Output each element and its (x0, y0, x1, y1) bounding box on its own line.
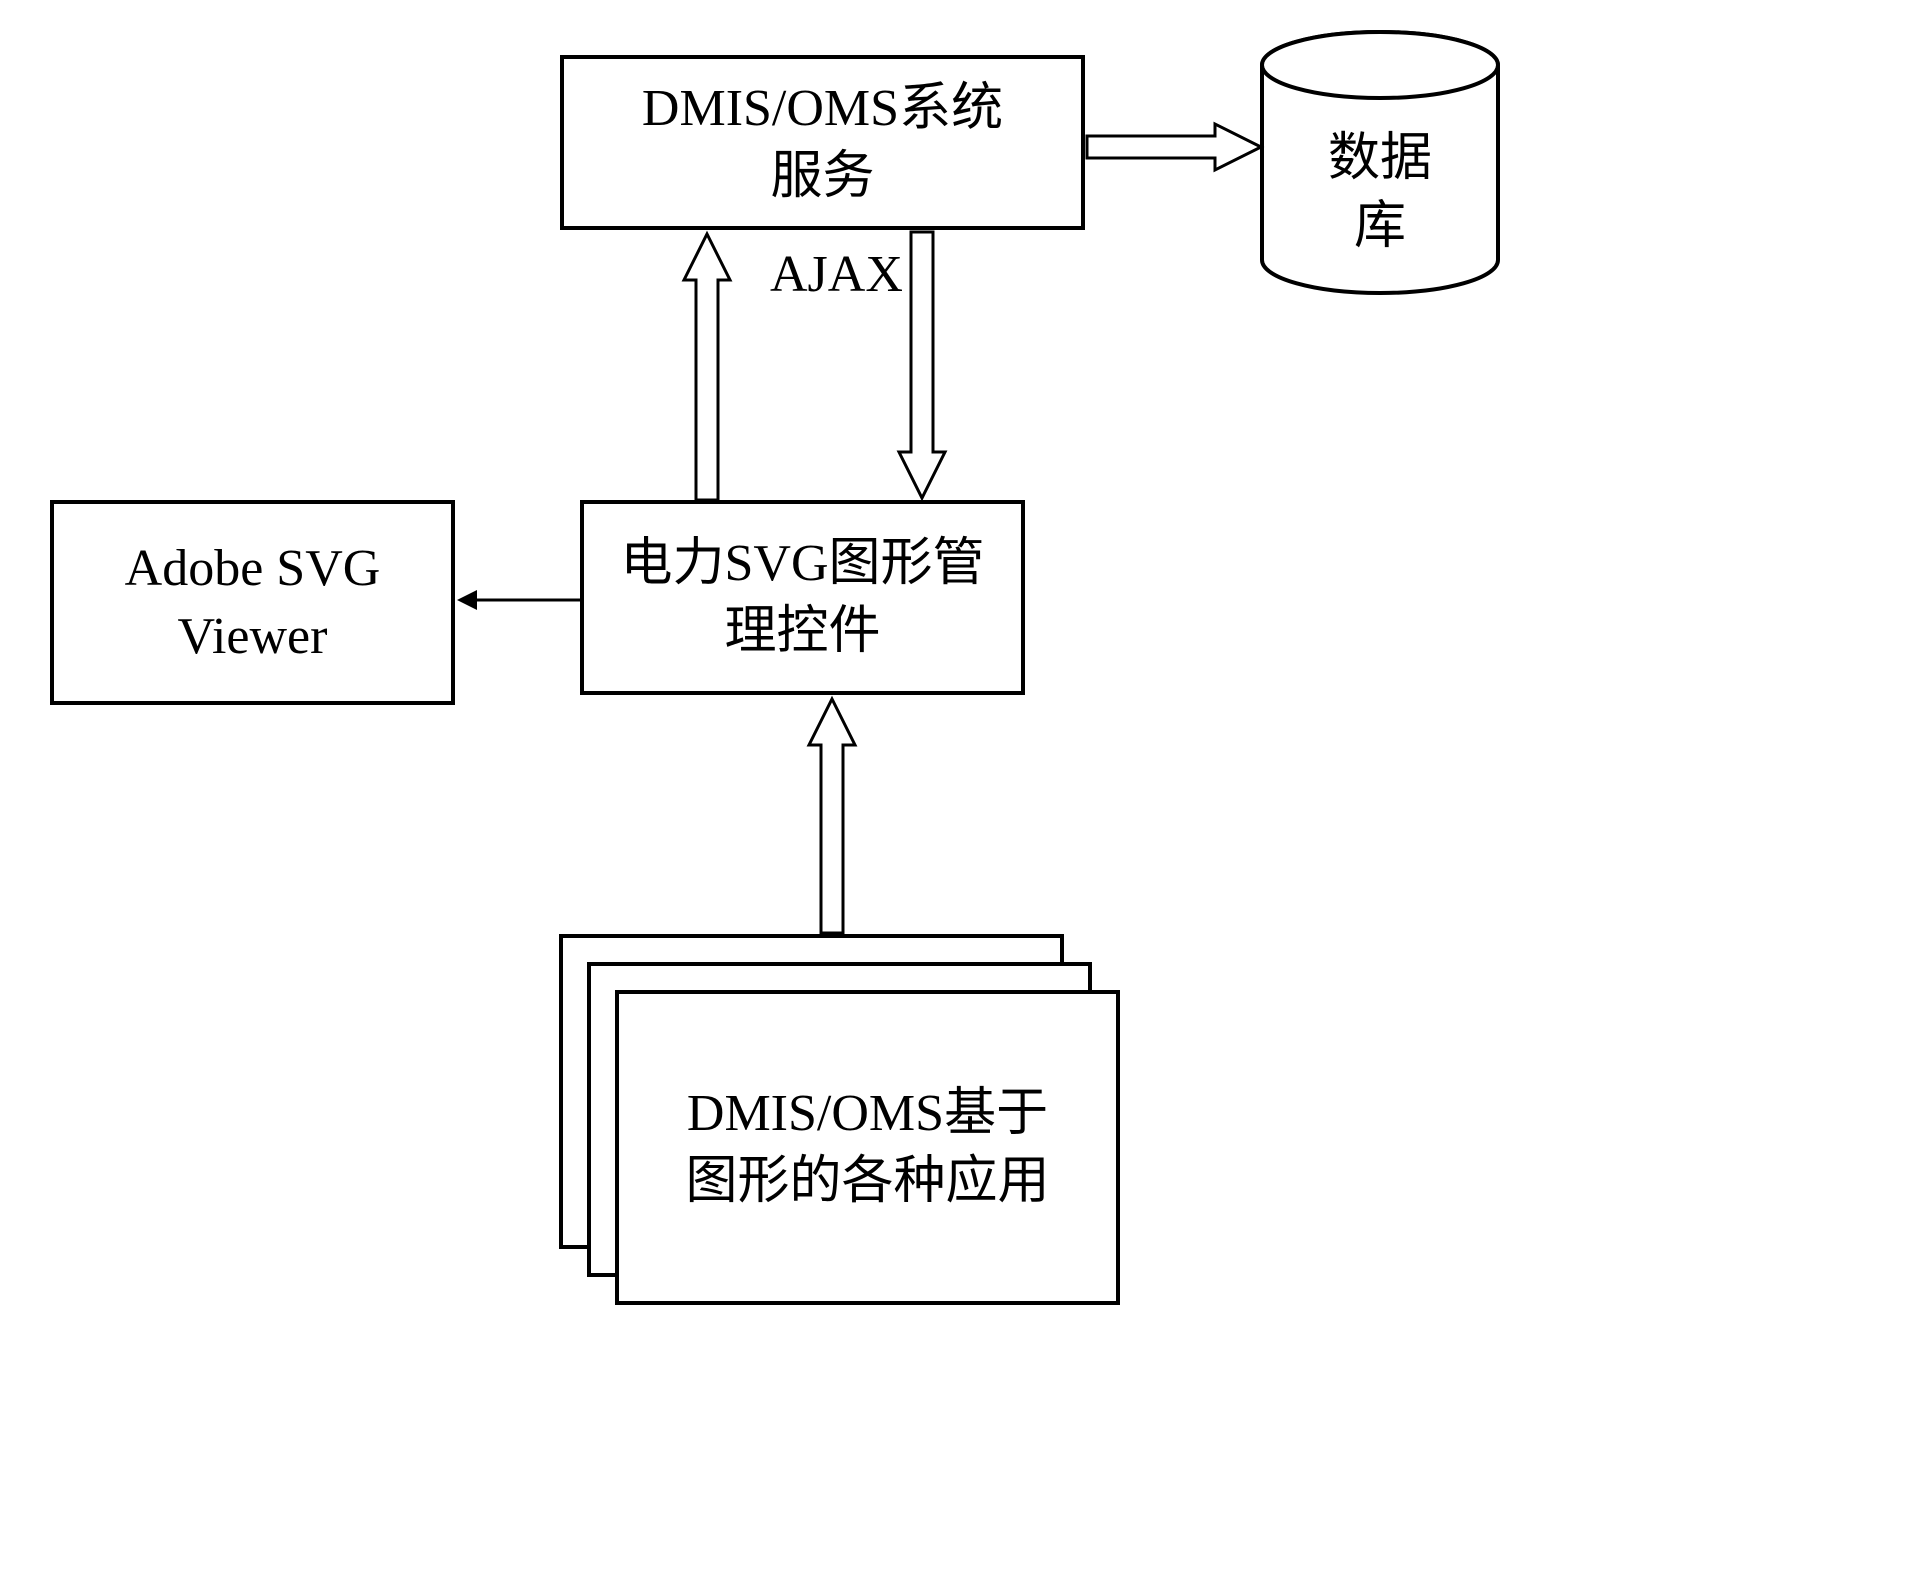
node-database: 数据库 (1260, 30, 1500, 295)
node-adobe-viewer: Adobe SVGViewer (50, 500, 455, 705)
node-label: DMIS/OMS基于图形的各种应用 (685, 1080, 1049, 1215)
node-label: 电力SVG图形管理控件 (620, 530, 984, 665)
node-dmis-apps: DMIS/OMS基于图形的各种应用 (615, 990, 1120, 1305)
arrow-service-to-database (1085, 120, 1265, 175)
arrow-apps-to-control (805, 695, 860, 935)
ajax-label: AJAX (770, 245, 903, 304)
node-label: DMIS/OMS系统服务 (642, 75, 1003, 210)
node-dmis-service: DMIS/OMS系统服务 (560, 55, 1085, 230)
arrow-service-to-control (895, 230, 950, 502)
node-label: Adobe SVGViewer (125, 535, 381, 670)
arrow-control-to-viewer (455, 585, 582, 615)
arrow-control-to-service (680, 230, 735, 502)
node-svg-control: 电力SVG图形管理控件 (580, 500, 1025, 695)
flowchart-diagram: DMIS/OMS系统服务 数据库 AJAX Adobe SVGViewer 电力… (0, 0, 1905, 1595)
node-label: 数据库 (1328, 130, 1432, 255)
